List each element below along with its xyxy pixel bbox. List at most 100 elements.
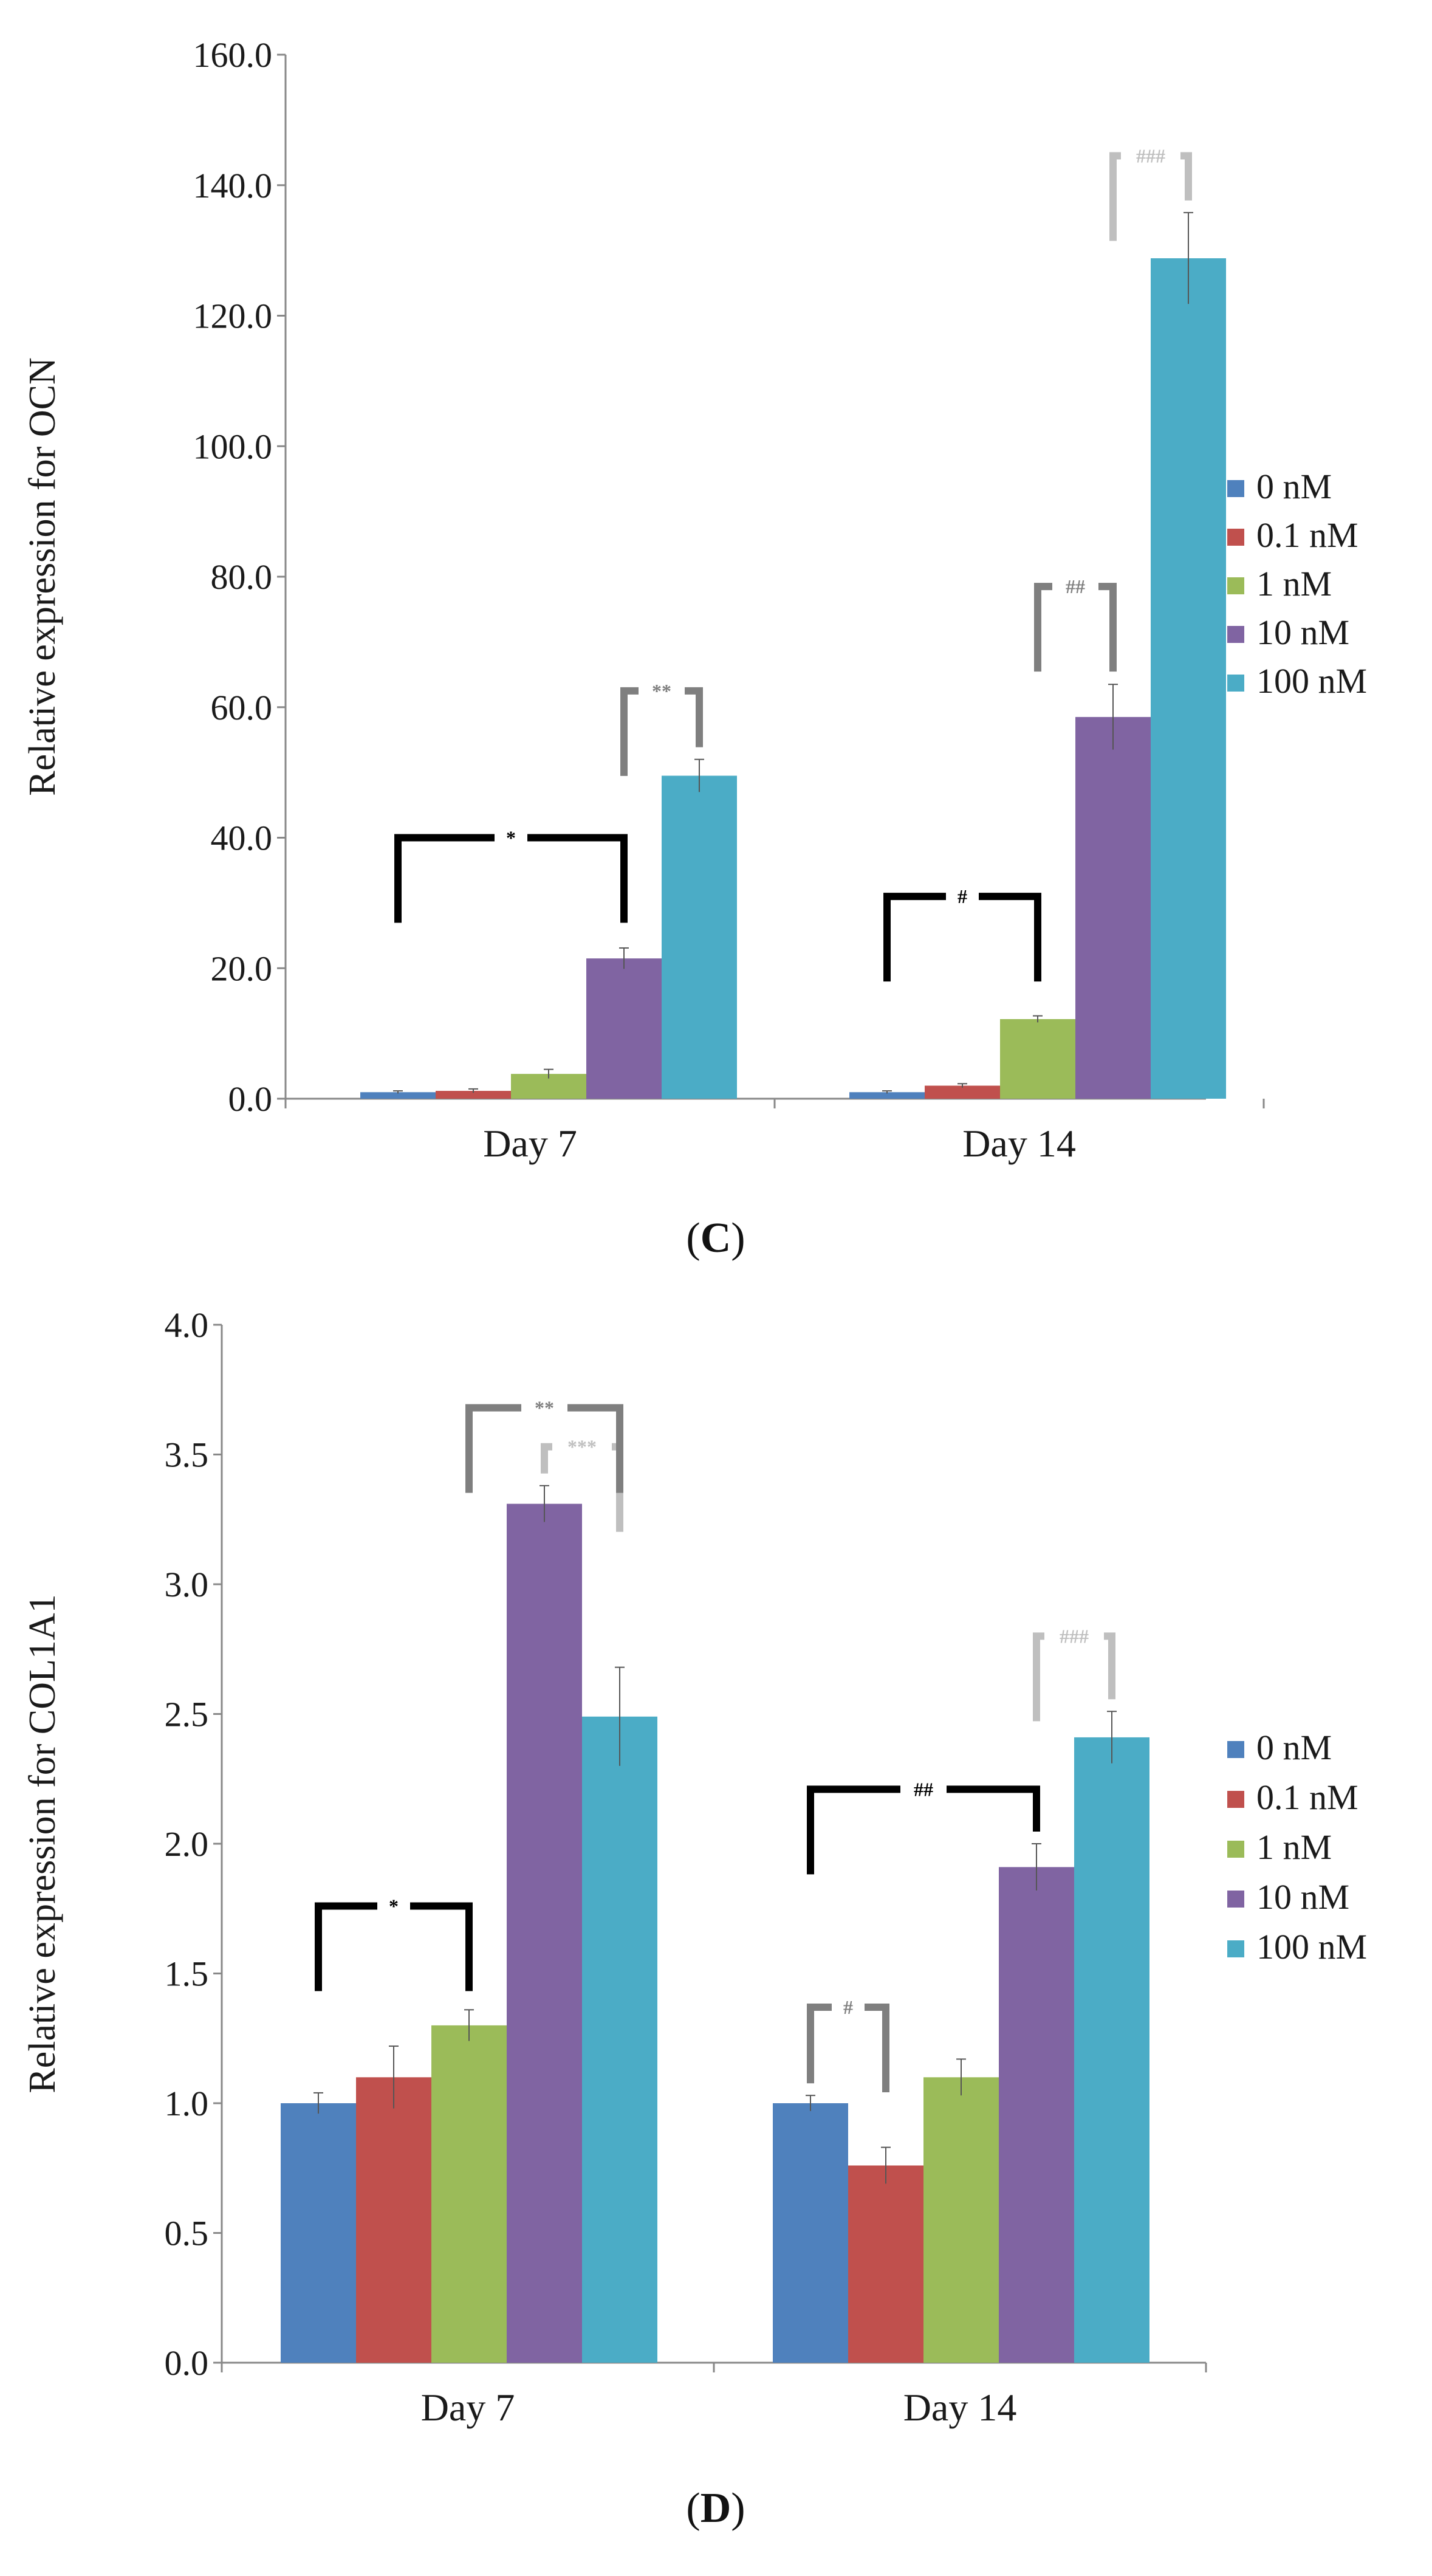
significance-bracket-right [1104,1632,1115,1700]
y-tick-label: 0.0 [228,1079,273,1119]
legend-swatch [1227,626,1244,643]
bar-01nM-day7 [356,2077,431,2363]
y-tick-label: 1.5 [165,1954,209,1994]
chart-panel-D: 0.0 0.5 1.0 1.5 2.0 2.5 3.0 3.5 4.0 Relative expr… [22,1305,1367,2532]
legend-label: 0 nM [1256,467,1332,506]
y-tick-label: 0.0 [165,2343,209,2383]
significance-bracket-left [1109,152,1121,241]
significance-label: # [958,885,967,907]
bar-0nM-day14 [849,1092,925,1099]
bar-01nM-day14 [848,2165,923,2363]
significance-bracket-left [1034,583,1052,672]
legend-swatch [1227,675,1244,692]
significance-label: ** [652,680,671,702]
bar-1nM-day14 [923,2077,999,2363]
significance-label: ### [1060,1625,1089,1647]
significance-bracket-left [883,893,946,982]
significance-label: ** [535,1397,554,1419]
significance-label: ## [914,1778,933,1800]
significance-bracket-left [807,2004,832,2084]
y-tick-label: 120.0 [193,297,273,336]
legend-label: 0.1 nM [1256,515,1358,555]
bar-100nM-day7 [662,775,737,1099]
legend-label: 100 nM [1256,1927,1367,1966]
legend-label: 0 nM [1256,1728,1332,1767]
significance-bracket-right [410,1902,473,1991]
legend-swatch [1227,1741,1244,1758]
y-tick-label: 3.5 [165,1435,209,1475]
y-tick-label: 2.5 [165,1695,209,1734]
significance-bracket-right [567,1404,623,1493]
bar-10nM-day7 [586,958,662,1099]
bar-01nM-day14 [925,1085,1000,1099]
bar-100nM-day7 [582,1716,657,2363]
legend-swatch [1227,480,1244,497]
legend-swatch [1227,1940,1244,1957]
bar-10nM-day14 [999,1867,1074,2363]
significance-label: ## [1066,575,1085,597]
y-tick-label: 4.0 [165,1305,209,1345]
y-axis-label: Relative expression for COL1A1 [22,1594,63,2093]
chart-panel-C: 0.0 20.0 40.0 60.0 80.0 100.0 120.0 140.0 160.0 R… [22,35,1367,1262]
legend-label: 1 nM [1256,564,1332,603]
legend-label: 10 nM [1256,1877,1349,1917]
legend-swatch [1227,1791,1244,1808]
y-tick-label: 80.0 [211,557,273,597]
category-label: Day 7 [421,2386,515,2429]
significance-bracket-left [1033,1632,1044,1722]
significance-bracket-left [315,1902,377,1991]
y-tick-label: 3.0 [165,1565,209,1604]
bar-1nM-day14 [1000,1019,1075,1099]
significance-bracket-right [947,1785,1040,1832]
bar-0nM-day7 [281,2103,356,2363]
y-tick-label: 160.0 [193,35,273,75]
significance-bracket-left [620,687,639,776]
significance-label: ### [1136,145,1165,167]
panel-label: (C) [686,1215,745,1262]
y-tick-label: 100.0 [193,427,273,466]
legend-swatch [1227,577,1244,594]
bar-10nM-day7 [507,1503,582,2363]
y-tick-label: 1.0 [165,2084,209,2123]
legend-label: 100 nM [1256,661,1367,701]
legend-label: 10 nM [1256,613,1349,652]
legend-swatch [1227,529,1244,546]
category-label: Day 7 [483,1122,577,1165]
bar-100nM-day14 [1074,1737,1149,2363]
bar-100nM-day14 [1151,258,1226,1099]
significance-bracket-left [807,1785,900,1875]
significance-label: * [506,827,516,849]
y-tick-label: 20.0 [211,949,273,988]
bar-0nM-day7 [360,1092,436,1099]
legend-swatch [1227,1841,1244,1858]
y-tick-label: 0.5 [165,2214,209,2253]
bar-01nM-day7 [436,1091,511,1099]
legend-label: 0.1 nM [1256,1777,1358,1817]
category-label: Day 14 [962,1122,1076,1165]
y-axis-label: Relative expression for OCN [22,357,63,795]
y-tick-label: 60.0 [211,688,273,727]
significance-label: * [389,1895,399,1917]
bar-10nM-day14 [1075,716,1151,1099]
category-label: Day 14 [903,2386,1017,2429]
significance-bracket-right [979,893,1041,982]
bar-0nM-day14 [773,2103,848,2363]
bar-1nM-day7 [431,2025,507,2363]
panel-label: (D) [686,2485,745,2532]
significance-bracket-right [685,687,703,747]
legend-label: 1 nM [1256,1827,1332,1867]
significance-bracket-left [394,834,495,923]
y-tick-label: 2.0 [165,1824,209,1864]
significance-label: *** [567,1436,597,1458]
significance-bracket-right [1180,152,1192,201]
significance-bracket-left [541,1443,552,1474]
significance-bracket-right [1098,583,1117,672]
significance-bracket-right [527,834,628,923]
significance-bracket-right [865,2004,889,2093]
legend-swatch [1227,1891,1244,1908]
significance-label: # [843,1996,853,2018]
y-tick-label: 140.0 [193,166,273,205]
significance-bracket-left [465,1404,521,1493]
y-tick-label: 40.0 [211,819,273,858]
